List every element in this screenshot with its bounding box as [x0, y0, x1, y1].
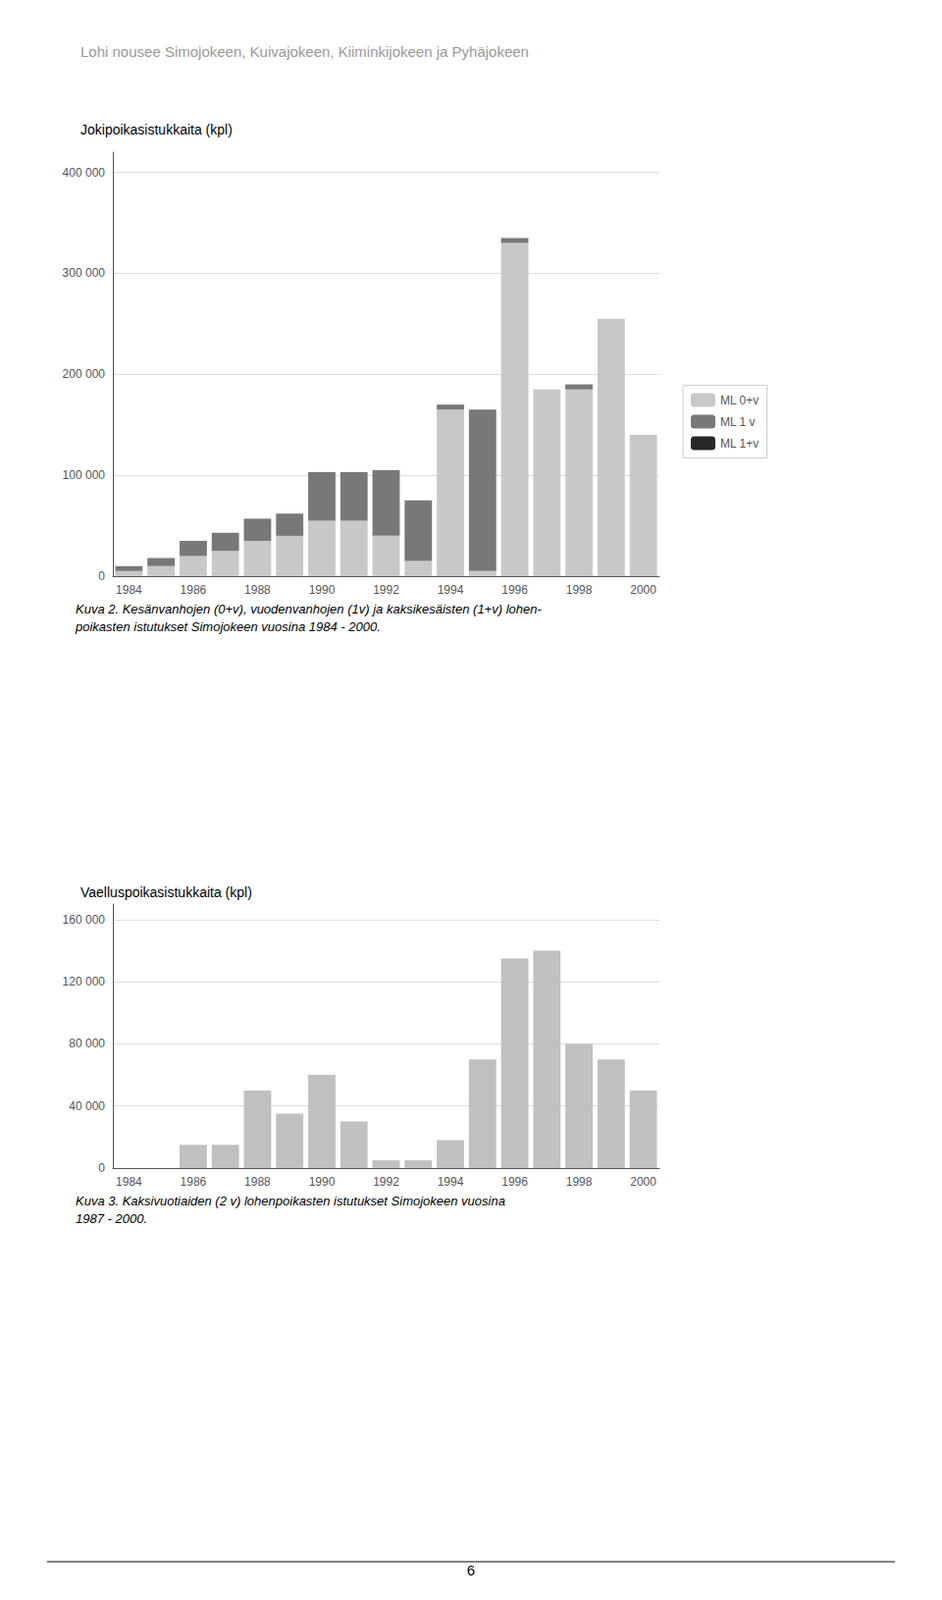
svg-text:1990: 1990 — [309, 1174, 336, 1189]
svg-text:80 000: 80 000 — [68, 1036, 105, 1050]
svg-text:0: 0 — [98, 1160, 105, 1175]
svg-text:400 000: 400 000 — [62, 165, 106, 180]
svg-text:1987 - 2000.: 1987 - 2000. — [75, 1210, 148, 1226]
svg-text:40 000: 40 000 — [68, 1099, 105, 1113]
svg-text:1988: 1988 — [244, 582, 271, 597]
svg-text:1986: 1986 — [180, 1174, 208, 1189]
svg-text:Vaelluspoikasistukkaita (kpl): Vaelluspoikasistukkaita (kpl) — [80, 884, 253, 900]
svg-text:1988: 1988 — [244, 1174, 271, 1189]
svg-text:2000: 2000 — [629, 582, 657, 597]
svg-text:1990: 1990 — [309, 582, 336, 597]
svg-text:ML 0+v: ML 0+v — [720, 393, 759, 408]
svg-text:Kuva 3. Kaksivuotiaiden (2 v): Kuva 3. Kaksivuotiaiden (2 v) lohenpoika… — [75, 1193, 506, 1208]
svg-text:200 000: 200 000 — [62, 366, 106, 381]
svg-text:2000: 2000 — [629, 1174, 657, 1189]
svg-text:ML 1 v: ML 1 v — [720, 415, 756, 429]
svg-text:0: 0 — [98, 569, 105, 583]
svg-text:6: 6 — [467, 1561, 475, 1578]
svg-text:120 000: 120 000 — [62, 974, 106, 989]
svg-text:poikasten istutukset Simojokee: poikasten istutukset Simojokeen vuosina … — [74, 619, 381, 634]
svg-text:1984: 1984 — [115, 582, 143, 597]
svg-text:160 000: 160 000 — [62, 912, 106, 927]
svg-text:1992: 1992 — [372, 582, 400, 597]
svg-text:1998: 1998 — [566, 1174, 593, 1189]
svg-text:100 000: 100 000 — [62, 468, 106, 482]
svg-text:1996: 1996 — [501, 1174, 528, 1189]
svg-text:Lohi nousee Simojokeen, Kuivaj: Lohi nousee Simojokeen, Kuivajokeen, Kii… — [80, 43, 529, 60]
svg-text:1994: 1994 — [437, 1174, 465, 1189]
svg-text:1994: 1994 — [437, 582, 465, 597]
svg-text:1992: 1992 — [372, 1174, 400, 1189]
svg-text:Kuva 2. Kesänvanhojen (0+v), v: Kuva 2. Kesänvanhojen (0+v), vuodenvanho… — [75, 601, 542, 617]
svg-text:Jokipoikasistukkaita (kpl): Jokipoikasistukkaita (kpl) — [80, 121, 233, 138]
svg-text:ML 1+v: ML 1+v — [720, 436, 759, 451]
svg-text:1996: 1996 — [501, 582, 528, 597]
svg-text:1998: 1998 — [566, 582, 593, 597]
svg-text:1986: 1986 — [180, 582, 208, 597]
svg-text:300 000: 300 000 — [62, 265, 106, 280]
svg-text:1984: 1984 — [115, 1174, 143, 1189]
